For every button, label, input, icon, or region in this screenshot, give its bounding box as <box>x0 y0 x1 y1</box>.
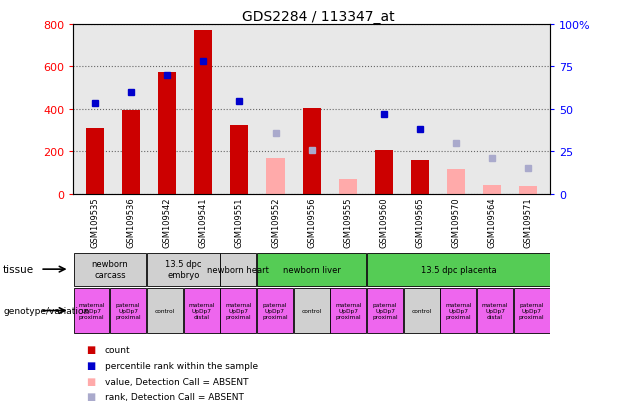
Bar <box>220 288 256 333</box>
Text: rank, Detection Call = ABSENT: rank, Detection Call = ABSENT <box>105 392 244 401</box>
Bar <box>404 288 439 333</box>
Bar <box>147 288 183 333</box>
Bar <box>266 158 284 194</box>
Text: ■: ■ <box>86 392 95 401</box>
Text: maternal
UpDp7
distal: maternal UpDp7 distal <box>188 302 215 319</box>
Text: genotype/variation: genotype/variation <box>3 306 90 315</box>
Text: 13.5 dpc placenta: 13.5 dpc placenta <box>420 265 496 274</box>
Text: maternal
UpDp7
proximal: maternal UpDp7 proximal <box>445 302 472 319</box>
Text: ■: ■ <box>86 376 95 386</box>
Bar <box>184 288 219 333</box>
Text: newborn heart: newborn heart <box>207 265 269 274</box>
Text: maternal
UpDp7
proximal: maternal UpDp7 proximal <box>335 302 362 319</box>
Text: paternal
UpDp7
proximal: paternal UpDp7 proximal <box>372 302 398 319</box>
Text: 13.5 dpc
embryo: 13.5 dpc embryo <box>165 260 202 279</box>
Bar <box>477 288 513 333</box>
Bar <box>303 108 321 194</box>
Text: control: control <box>411 308 432 313</box>
Text: value, Detection Call = ABSENT: value, Detection Call = ABSENT <box>105 377 249 386</box>
Bar <box>339 179 357 194</box>
Text: ■: ■ <box>86 360 95 370</box>
Bar <box>257 288 293 333</box>
Bar <box>375 151 393 194</box>
Bar <box>158 72 176 194</box>
Bar <box>122 111 140 194</box>
Bar <box>367 253 550 286</box>
Text: control: control <box>155 308 175 313</box>
Text: paternal
UpDp7
proximal: paternal UpDp7 proximal <box>262 302 287 319</box>
Text: count: count <box>105 345 130 354</box>
Bar <box>194 31 212 194</box>
Bar <box>110 288 146 333</box>
Bar <box>294 288 329 333</box>
Bar <box>520 187 537 194</box>
Bar <box>147 253 219 286</box>
Bar <box>86 128 104 194</box>
Bar <box>440 288 476 333</box>
Bar <box>230 125 249 194</box>
Bar <box>483 186 501 194</box>
Text: GDS2284 / 113347_at: GDS2284 / 113347_at <box>242 10 394 24</box>
Text: paternal
UpDp7
proximal: paternal UpDp7 proximal <box>519 302 544 319</box>
Text: maternal
UpDp7
proximal: maternal UpDp7 proximal <box>78 302 105 319</box>
Text: ■: ■ <box>86 344 95 354</box>
Text: newborn
carcass: newborn carcass <box>92 260 128 279</box>
Text: tissue: tissue <box>3 264 34 275</box>
Text: maternal
UpDp7
distal: maternal UpDp7 distal <box>482 302 508 319</box>
Bar <box>220 253 256 286</box>
Text: paternal
UpDp7
proximal: paternal UpDp7 proximal <box>115 302 141 319</box>
Bar <box>514 288 550 333</box>
Bar <box>74 288 109 333</box>
Text: newborn liver: newborn liver <box>283 265 340 274</box>
Bar <box>257 253 366 286</box>
Text: percentile rank within the sample: percentile rank within the sample <box>105 361 258 370</box>
Bar <box>411 160 429 194</box>
Bar <box>74 253 146 286</box>
Text: maternal
UpDp7
proximal: maternal UpDp7 proximal <box>225 302 251 319</box>
Text: control: control <box>301 308 322 313</box>
Bar <box>330 288 366 333</box>
Bar <box>447 170 465 194</box>
Bar <box>367 288 403 333</box>
